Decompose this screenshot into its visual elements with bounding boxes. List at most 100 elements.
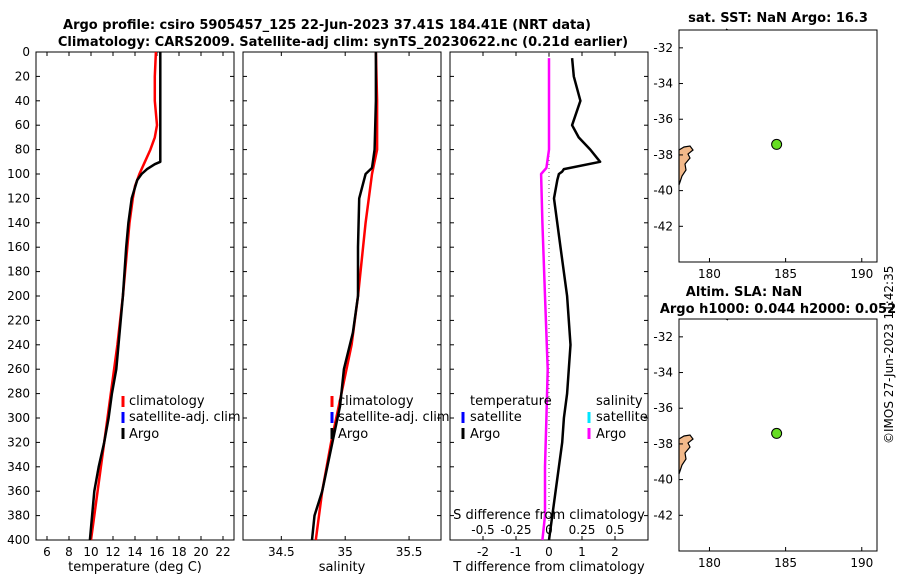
sla-map-tick-mark bbox=[725, 318, 729, 321]
legend-t-argo-label: Argo bbox=[470, 427, 500, 442]
x-tick-label: -1 bbox=[510, 545, 522, 559]
map-lat-tick-label: -40 bbox=[653, 473, 673, 487]
map-lat-tick-label: -34 bbox=[653, 366, 673, 380]
figure-title-line-2: Climatology: CARS2009. Satellite-adj cli… bbox=[58, 35, 628, 50]
map-lon-tick-label: 190 bbox=[850, 556, 873, 570]
x-tick-label: -2 bbox=[477, 545, 489, 559]
depth-tick-label: 300 bbox=[7, 411, 30, 425]
depth-tick-label: 80 bbox=[15, 143, 30, 157]
t-difference-xlabel: T difference from climatology bbox=[452, 560, 645, 575]
x-tick-label: 14 bbox=[127, 545, 142, 559]
legend-salinity-heading: salinity bbox=[596, 394, 643, 409]
x-tick-label: 1 bbox=[578, 545, 586, 559]
depth-tick-label: 40 bbox=[15, 94, 30, 108]
depth-tick-label: 340 bbox=[7, 460, 30, 474]
map-lat-tick-label: -42 bbox=[653, 508, 673, 522]
map-lon-tick-label: 190 bbox=[850, 267, 873, 281]
depth-tick-label: 220 bbox=[7, 313, 30, 327]
depth-tick-label: 260 bbox=[7, 362, 30, 376]
salinity-legend: climatology satellite-adj. clim Argo bbox=[330, 394, 450, 442]
map-lon-tick-label: 180 bbox=[698, 556, 721, 570]
temperature-panel-frame bbox=[35, 51, 235, 541]
legend-climatology-label: climatology bbox=[338, 394, 414, 409]
s-diff-tick-label: -0.5 bbox=[471, 523, 494, 537]
map-lon-tick-label: 185 bbox=[774, 556, 797, 570]
map-lat-tick-label: -38 bbox=[653, 148, 673, 162]
x-tick-label: 6 bbox=[43, 545, 51, 559]
s-diff-tick-label: 0 bbox=[545, 523, 553, 537]
map-lat-tick-label: -38 bbox=[653, 437, 673, 451]
legend-satellite-label: satellite-adj. clim bbox=[129, 410, 241, 425]
x-tick-label: 2 bbox=[611, 545, 619, 559]
s-diff-tick-label: 0.5 bbox=[605, 523, 624, 537]
x-tick-label: 8 bbox=[65, 545, 73, 559]
depth-tick-label: 180 bbox=[7, 265, 30, 279]
depth-tick-label: 380 bbox=[7, 509, 30, 523]
legend-temperature-heading: temperature bbox=[470, 394, 552, 409]
map-lat-tick-label: -36 bbox=[653, 401, 673, 415]
x-tick-label: 12 bbox=[105, 545, 120, 559]
depth-tick-label: 360 bbox=[7, 484, 30, 498]
x-tick-label: 35.5 bbox=[396, 545, 423, 559]
depth-tick-label: 120 bbox=[7, 191, 30, 205]
legend-argo-label: Argo bbox=[338, 427, 368, 442]
x-tick-label: 18 bbox=[171, 545, 186, 559]
argo-location-sst-map bbox=[771, 138, 783, 150]
map-lat-tick-label: -40 bbox=[653, 184, 673, 198]
depth-tick-label: 100 bbox=[7, 167, 30, 181]
x-tick-label: 10 bbox=[83, 545, 98, 559]
argo-location-sla-map bbox=[771, 427, 783, 439]
sla-map-title-line-2: Argo h1000: 0.044 h2000: 0.052 bbox=[660, 302, 896, 317]
temperature-legend: climatology satellite-adj. clim Argo bbox=[121, 394, 241, 442]
x-tick-label: 16 bbox=[149, 545, 164, 559]
map-lat-tick-label: -34 bbox=[653, 77, 673, 91]
sst-map-tick-mark bbox=[725, 28, 729, 31]
imos-credit: ©IMOS 27-Jun-2023 11:42:35 bbox=[882, 266, 896, 444]
depth-tick-label: 60 bbox=[15, 118, 30, 132]
s-difference-argo-line bbox=[539, 58, 551, 541]
map-lat-tick-label: -32 bbox=[653, 41, 673, 55]
x-tick-label: 35 bbox=[338, 545, 353, 559]
s-difference-label: S difference from climatology bbox=[453, 508, 645, 523]
s-diff-tick-label: 0.25 bbox=[569, 523, 596, 537]
difference-legend: temperature satellite Argo salinity sate… bbox=[461, 394, 648, 442]
depth-tick-label: 240 bbox=[7, 338, 30, 352]
s-diff-tick-label: -0.25 bbox=[500, 523, 531, 537]
depth-tick-label: 280 bbox=[7, 387, 30, 401]
legend-t-satellite-label: satellite bbox=[470, 410, 522, 425]
salinity-xlabel: salinity bbox=[319, 560, 366, 575]
sla-map-title-line-1: Altim. SLA: NaN bbox=[686, 285, 802, 300]
map-layer: -32 -34 -36 -38 -40 -42 180 185 190 -32 -34 -36 -38 -… bbox=[653, 41, 873, 570]
map-lon-tick-label: 180 bbox=[698, 267, 721, 281]
temperature-argo-line bbox=[88, 52, 162, 541]
profile-series bbox=[88, 51, 602, 541]
depth-tick-label: 140 bbox=[7, 216, 30, 230]
coastline-shape bbox=[678, 434, 694, 475]
depth-tick-label: 160 bbox=[7, 240, 30, 254]
axis-ticks: 0204060801001201401601802002202402602803… bbox=[7, 45, 648, 559]
map-lat-tick-label: -32 bbox=[653, 330, 673, 344]
legend-climatology-label: climatology bbox=[129, 394, 205, 409]
x-tick-label: 0 bbox=[545, 545, 553, 559]
figure-title-line-1: Argo profile: csiro 5905457_125 22-Jun-2… bbox=[63, 18, 591, 33]
sst-map-title: sat. SST: NaN Argo: 16.3 bbox=[688, 11, 868, 26]
depth-tick-label: 0 bbox=[22, 45, 30, 59]
map-lat-tick-label: -36 bbox=[653, 112, 673, 126]
map-lon-tick-label: 185 bbox=[774, 267, 797, 281]
legend-s-argo-label: Argo bbox=[596, 427, 626, 442]
depth-tick-label: 20 bbox=[15, 69, 30, 83]
map-lat-tick-label: -42 bbox=[653, 219, 673, 233]
x-tick-label: 34.5 bbox=[268, 545, 295, 559]
legend-argo-label: Argo bbox=[129, 427, 159, 442]
salinity-argo-line bbox=[310, 52, 378, 541]
depth-tick-label: 320 bbox=[7, 435, 30, 449]
salinity-panel-frame bbox=[242, 51, 442, 541]
legend-satellite-label: satellite-adj. clim bbox=[338, 410, 450, 425]
depth-tick-label: 400 bbox=[7, 533, 30, 547]
t-difference-argo-line bbox=[547, 57, 602, 541]
depth-tick-label: 200 bbox=[7, 289, 30, 303]
legend-s-satellite-label: satellite bbox=[596, 410, 648, 425]
x-tick-label: 20 bbox=[193, 545, 208, 559]
x-tick-label: 22 bbox=[215, 545, 230, 559]
